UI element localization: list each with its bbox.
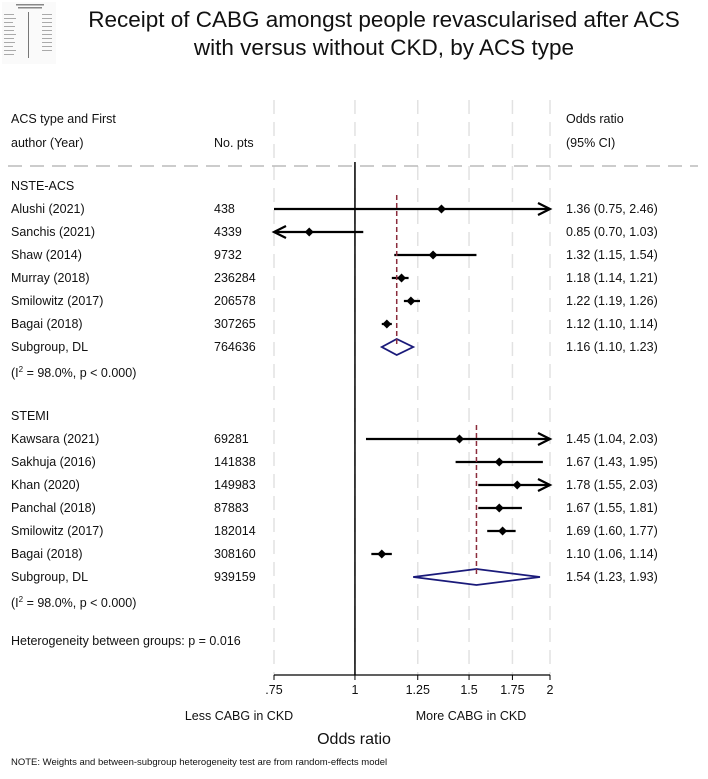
point-estimate — [512, 480, 522, 490]
point-estimate — [494, 503, 504, 513]
subgroup-label: Subgroup, DL — [11, 570, 89, 584]
point-estimate — [377, 549, 387, 559]
x-axis-label: Odds ratio — [317, 731, 391, 748]
heterogeneity-superscript: 2 — [18, 595, 24, 604]
study-or-ci: 1.32 (1.15, 1.54) — [566, 248, 658, 262]
chart-title-line-2: with versus without CKD, by ACS type — [193, 35, 575, 60]
study-label: Panchal (2018) — [11, 501, 96, 515]
study-label: Smilowitz (2017) — [11, 294, 104, 308]
ci-arrow-right — [537, 478, 553, 492]
study-label: Sakhuja (2016) — [11, 455, 96, 469]
subgroup-n: 764636 — [214, 340, 256, 354]
point-estimate — [397, 273, 407, 283]
ci-arrow-right — [537, 432, 553, 446]
point-estimate — [428, 250, 438, 260]
study-or-ci: 1.78 (1.55, 2.03) — [566, 478, 658, 492]
ci-arrow-left — [271, 225, 287, 239]
point-estimate — [436, 204, 446, 214]
point-estimate — [498, 526, 508, 536]
study-or-ci: 1.22 (1.19, 1.26) — [566, 294, 658, 308]
group-title: STEMI — [11, 409, 50, 423]
study-or-ci: 1.45 (1.04, 2.03) — [566, 432, 658, 446]
study-n: 308160 — [214, 547, 256, 561]
point-estimate — [382, 319, 392, 329]
subgroup-or-ci: 1.16 (1.10, 1.23) — [566, 340, 658, 354]
study-or-ci: 1.36 (0.75, 2.46) — [566, 202, 658, 216]
study-n: 141838 — [214, 455, 256, 469]
heterogeneity-prefix: (I — [11, 596, 19, 611]
study-n: 69281 — [214, 432, 249, 446]
subgroup-heterogeneity: (I2 = 98.0%, p < 0.000) — [11, 592, 136, 611]
study-n: 307265 — [214, 317, 256, 331]
direction-label-left: Less CABG in CKD — [184, 709, 294, 723]
point-estimate — [304, 227, 314, 237]
point-estimate — [494, 457, 504, 467]
study-n: 438 — [214, 202, 235, 216]
between-groups-heterogeneity: Heterogeneity between groups: p = 0.016 — [11, 634, 241, 648]
study-n: 206578 — [214, 294, 256, 308]
study-label: Alushi (2021) — [11, 202, 85, 216]
study-or-ci: 1.67 (1.43, 1.95) — [566, 455, 658, 469]
direction-label-right: More CABG in CKD — [415, 709, 527, 723]
study-label: Murray (2018) — [11, 271, 90, 285]
study-n: 182014 — [214, 524, 256, 538]
header-study-line-1: ACS type and First — [11, 112, 116, 126]
footnote: NOTE: Weights and between-subgroup heter… — [11, 757, 388, 768]
subgroup-diamond — [379, 337, 416, 357]
point-estimate — [455, 434, 465, 444]
study-n: 9732 — [214, 248, 242, 262]
study-or-ci: 1.67 (1.55, 1.81) — [566, 501, 658, 515]
point-estimate — [406, 296, 416, 306]
chart-title: Receipt of CABG amongst people revascula… — [60, 6, 708, 62]
subgroup-heterogeneity: (I2 = 98.0%, p < 0.000) — [11, 362, 136, 381]
heterogeneity-suffix: = 98.0%, p < 0.000) — [23, 366, 137, 381]
subgroup-label: Subgroup, DL — [11, 340, 89, 354]
heterogeneity-superscript: 2 — [18, 365, 24, 374]
x-tick-label: 1.5 — [460, 683, 478, 697]
header-no-pts: No. pts — [214, 136, 254, 150]
x-tick-label: 1.75 — [500, 683, 525, 697]
study-label: Khan (2020) — [11, 478, 80, 492]
x-tick-label: .75 — [265, 683, 283, 697]
study-or-ci: 1.69 (1.60, 1.77) — [566, 524, 658, 538]
study-or-ci: 0.85 (0.70, 1.03) — [566, 225, 658, 239]
heterogeneity-suffix: = 98.0%, p < 0.000) — [23, 596, 137, 611]
thumbnail-preview-image — [2, 2, 56, 64]
subgroup-n: 939159 — [214, 570, 256, 584]
study-or-ci: 1.18 (1.14, 1.21) — [566, 271, 658, 285]
study-n: 236284 — [214, 271, 256, 285]
heterogeneity-prefix: (I — [11, 366, 19, 381]
study-label: Shaw (2014) — [11, 248, 82, 262]
study-label: Smilowitz (2017) — [11, 524, 104, 538]
x-tick-label: 1 — [351, 683, 359, 697]
group-title: NSTE-ACS — [11, 179, 75, 193]
study-label: Kawsara (2021) — [11, 432, 100, 446]
study-label: Bagai (2018) — [11, 547, 83, 561]
x-tick-label: 1.25 — [405, 683, 430, 697]
study-label: Bagai (2018) — [11, 317, 83, 331]
x-tick-label: 2 — [546, 683, 554, 697]
study-or-ci: 1.12 (1.10, 1.14) — [566, 317, 658, 331]
study-label: Sanchis (2021) — [11, 225, 96, 239]
study-n: 149983 — [214, 478, 256, 492]
header-odds-ratio: Odds ratio — [566, 112, 624, 126]
subgroup-diamond — [413, 568, 541, 586]
study-n: 4339 — [214, 225, 242, 239]
header-study-line-2: author (Year) — [11, 136, 84, 150]
ci-arrow-right — [537, 202, 553, 216]
study-or-ci: 1.10 (1.06, 1.14) — [566, 547, 658, 561]
subgroup-or-ci: 1.54 (1.23, 1.93) — [566, 570, 658, 584]
study-n: 87883 — [214, 501, 249, 515]
header-ci: (95% CI) — [566, 136, 616, 150]
chart-title-line-1: Receipt of CABG amongst people revascula… — [88, 7, 680, 32]
